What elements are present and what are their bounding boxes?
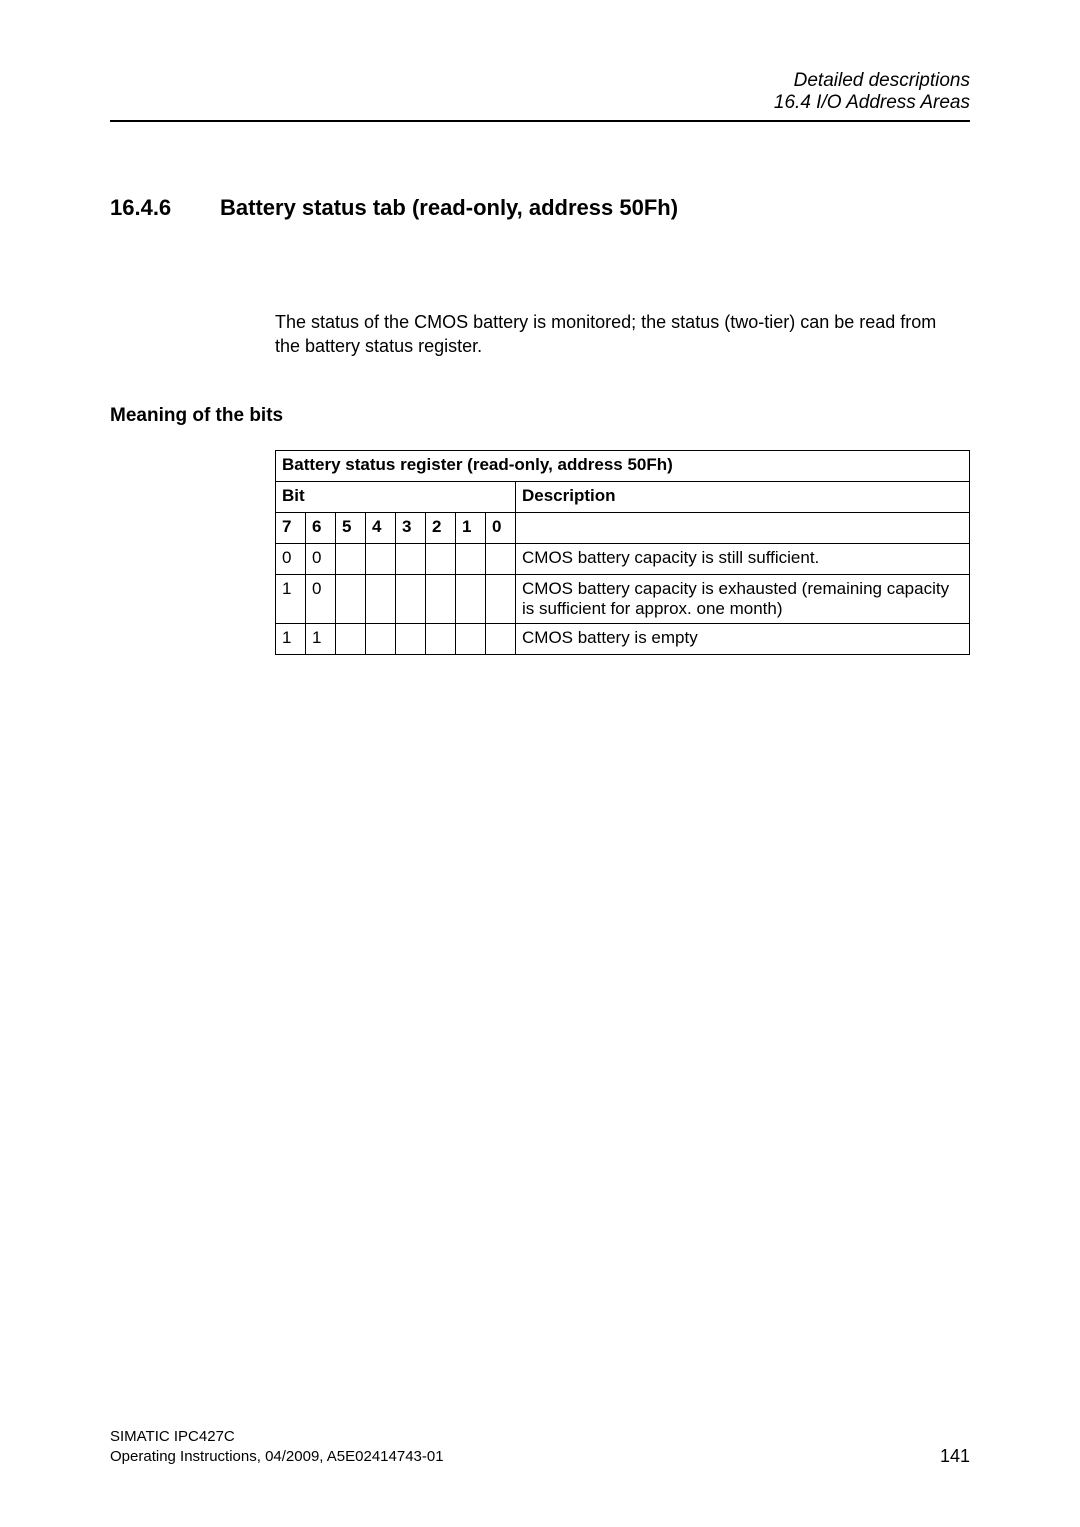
bit-col-5: 5 [336,513,366,544]
cell-bit0 [486,575,516,624]
cell-bit5 [336,575,366,624]
cell-bit4 [366,575,396,624]
cell-bit6: 0 [306,575,336,624]
table-caption-row: Battery status register (read-only, addr… [276,451,970,482]
cell-desc: CMOS battery capacity is still sufficien… [516,544,970,575]
page-footer: SIMATIC IPC427C Operating Instructions, … [110,1427,970,1468]
cell-bit3 [396,575,426,624]
header-title: Detailed descriptions [774,70,970,92]
bit-col-2: 2 [426,513,456,544]
table-row: 0 0 CMOS battery capacity is still suffi… [276,544,970,575]
cell-bit3 [396,624,426,655]
cell-bit0 [486,544,516,575]
cell-bit1 [456,544,486,575]
cell-bit5 [336,544,366,575]
table-caption: Battery status register (read-only, addr… [276,451,970,482]
intro-paragraph: The status of the CMOS battery is monito… [275,310,965,359]
bit-col-0: 0 [486,513,516,544]
cell-bit2 [426,575,456,624]
cell-bit7: 1 [276,624,306,655]
bit-col-desc-empty [516,513,970,544]
cell-bit1 [456,575,486,624]
description-header: Description [516,482,970,513]
table-header-row: Bit Description [276,482,970,513]
table-row: 1 1 CMOS battery is empty [276,624,970,655]
section-number: 16.4.6 [110,195,171,221]
cell-bit2 [426,544,456,575]
bit-col-3: 3 [396,513,426,544]
cell-bit6: 0 [306,544,336,575]
header-rule [110,120,970,122]
cell-bit0 [486,624,516,655]
battery-status-table: Battery status register (read-only, addr… [275,450,970,655]
cell-bit2 [426,624,456,655]
bit-index-row: 7 6 5 4 3 2 1 0 [276,513,970,544]
page: Detailed descriptions 16.4 I/O Address A… [0,0,1080,1527]
cell-bit7: 0 [276,544,306,575]
header-subtitle: 16.4 I/O Address Areas [774,92,970,114]
bit-col-6: 6 [306,513,336,544]
cell-bit5 [336,624,366,655]
bit-col-4: 4 [366,513,396,544]
bit-header: Bit [276,482,516,513]
cell-bit7: 1 [276,575,306,624]
bit-col-7: 7 [276,513,306,544]
cell-bit3 [396,544,426,575]
subheading: Meaning of the bits [110,405,283,427]
bit-col-1: 1 [456,513,486,544]
footer-product: SIMATIC IPC427C [110,1427,444,1447]
cell-bit1 [456,624,486,655]
cell-bit6: 1 [306,624,336,655]
table-row: 1 0 CMOS battery capacity is exhausted (… [276,575,970,624]
cell-bit4 [366,544,396,575]
footer-left: SIMATIC IPC427C Operating Instructions, … [110,1427,444,1468]
footer-docinfo: Operating Instructions, 04/2009, A5E0241… [110,1447,444,1467]
page-number: 141 [940,1446,970,1467]
section-title: Battery status tab (read-only, address 5… [220,195,678,221]
running-header: Detailed descriptions 16.4 I/O Address A… [774,70,970,114]
cell-desc: CMOS battery is empty [516,624,970,655]
cell-bit4 [366,624,396,655]
cell-desc: CMOS battery capacity is exhausted (rema… [516,575,970,624]
